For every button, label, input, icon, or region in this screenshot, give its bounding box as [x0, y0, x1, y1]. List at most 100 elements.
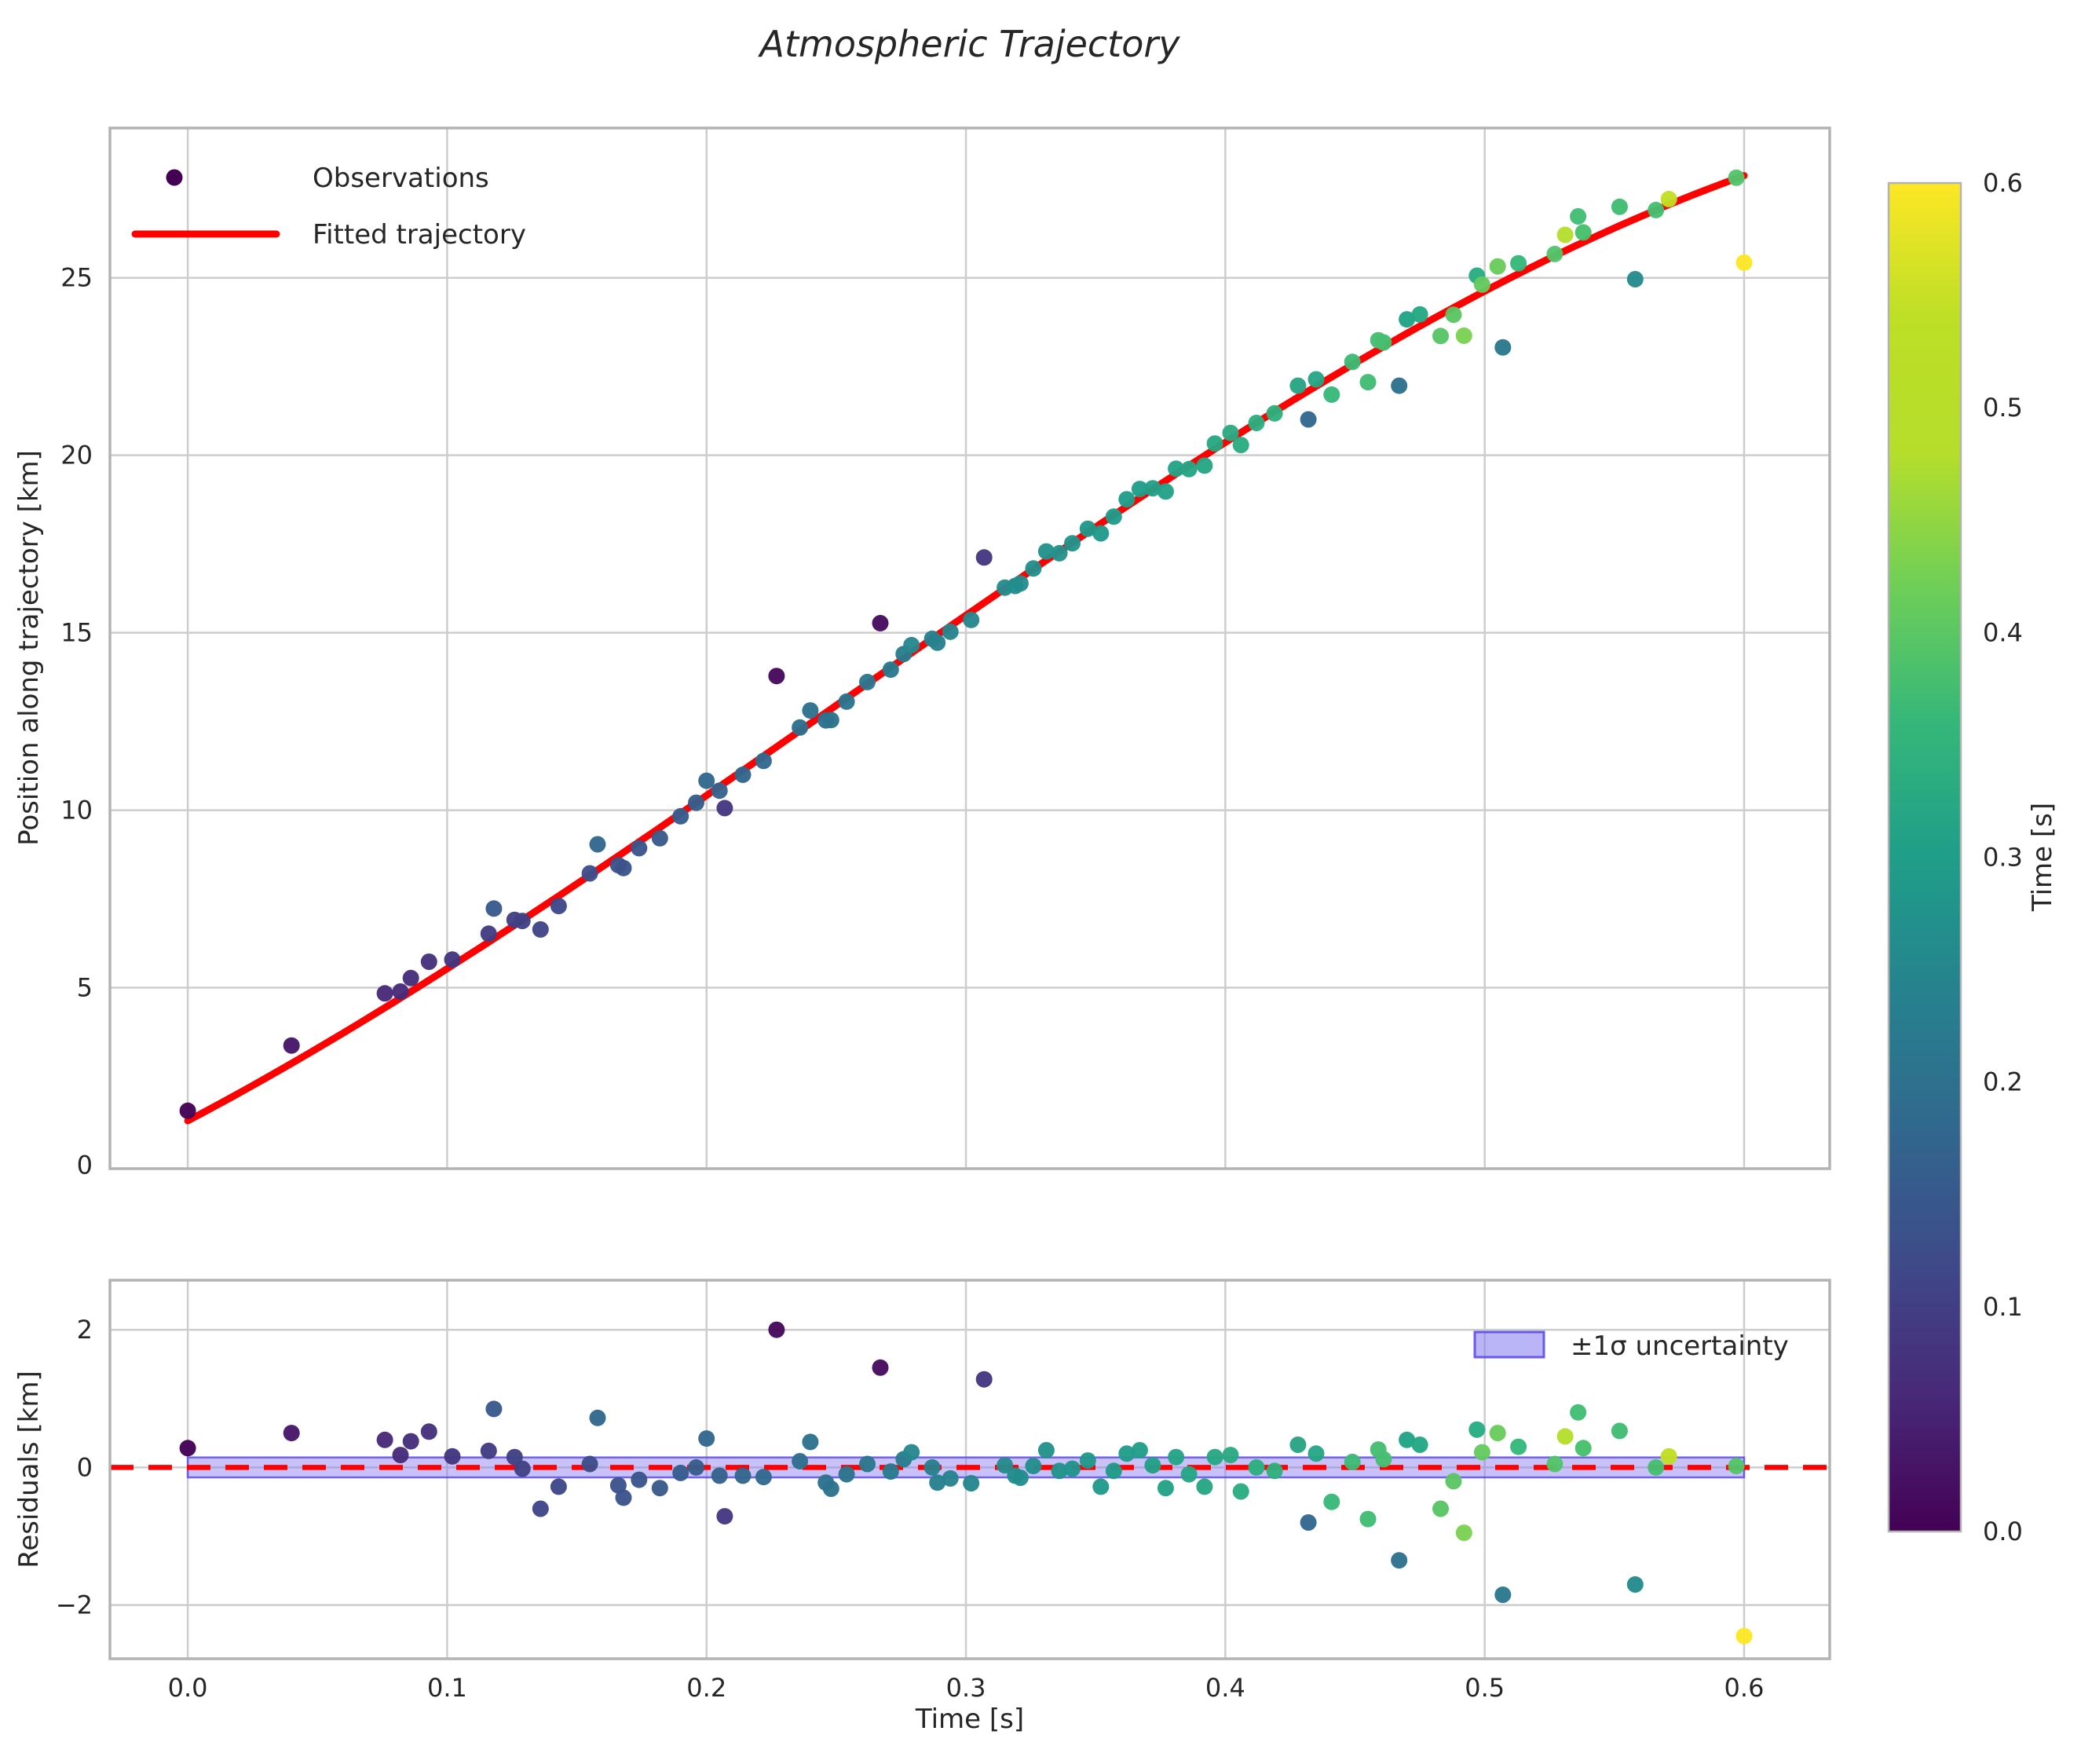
- residual-point: [1728, 1458, 1745, 1475]
- residual-point: [1391, 1552, 1408, 1569]
- observation-point: [179, 1102, 196, 1119]
- residual-point: [550, 1478, 567, 1495]
- observation-point: [420, 953, 437, 970]
- observation-point: [1391, 377, 1408, 394]
- residual-point: [1432, 1500, 1449, 1517]
- colorbar-tick-label: 0.3: [1983, 843, 2023, 873]
- observation-point: [392, 983, 409, 1000]
- observation-point: [929, 634, 946, 651]
- residual-point: [1494, 1587, 1512, 1603]
- residual-point: [1611, 1422, 1628, 1440]
- residual-point: [1180, 1466, 1198, 1483]
- residual-point: [1064, 1460, 1081, 1477]
- observation-point: [1092, 525, 1110, 542]
- residual-point: [444, 1447, 461, 1465]
- observation-point: [1131, 481, 1148, 498]
- residual-point: [1289, 1436, 1307, 1453]
- residual-point: [755, 1469, 772, 1486]
- observation-point: [1432, 328, 1449, 345]
- observation-point: [514, 913, 531, 930]
- observation-point: [1206, 435, 1223, 452]
- residual-point: [581, 1455, 598, 1473]
- residual-point: [1660, 1447, 1677, 1465]
- observation-point: [1660, 190, 1677, 207]
- observation-point: [1037, 543, 1055, 560]
- observation-point: [1494, 339, 1512, 356]
- residual-point: [929, 1474, 946, 1491]
- observation-point: [615, 859, 632, 877]
- colorbar: 0.0 0.1 0.2 0.3 0.4 0.5 0.6: [1887, 168, 2023, 1546]
- residual-point: [589, 1409, 606, 1426]
- observation-point: [802, 702, 819, 719]
- axes-frame: [108, 126, 1831, 1170]
- residual-point: [402, 1433, 419, 1450]
- main-y-tick-label: 10: [60, 796, 93, 825]
- main-legend: Observations Fitted trajectory: [131, 163, 526, 251]
- residual-point: [1248, 1458, 1265, 1476]
- residual-point: [1323, 1493, 1340, 1510]
- observation-point: [672, 807, 689, 825]
- observation-point: [1011, 575, 1029, 592]
- observation-point: [1064, 535, 1081, 552]
- residual-point: [485, 1400, 503, 1418]
- residual-point: [1051, 1462, 1068, 1480]
- residual-point: [698, 1430, 715, 1447]
- observation-point: [631, 840, 648, 857]
- residual-point: [975, 1371, 993, 1388]
- residual-point: [392, 1447, 409, 1464]
- colorbar-tick-label: 0.5: [1983, 393, 2023, 423]
- observation-point: [1728, 169, 1745, 186]
- observation-point: [1489, 258, 1506, 275]
- observation-point: [1248, 415, 1265, 431]
- x-tick-label: 0.0: [168, 1673, 208, 1703]
- residual-point: [1648, 1458, 1665, 1476]
- residual-point: [688, 1458, 704, 1476]
- residual-point: [802, 1433, 819, 1451]
- residual-point: [1570, 1404, 1587, 1421]
- residual-point: [631, 1471, 648, 1488]
- observation-point: [550, 898, 567, 915]
- observation-point: [711, 782, 728, 800]
- residual-point: [1556, 1428, 1574, 1445]
- residual-point: [609, 1477, 627, 1494]
- residual-point: [1131, 1442, 1148, 1458]
- legend-uncertainty-patch: [1473, 1330, 1545, 1359]
- observation-point: [1289, 377, 1307, 394]
- residual-point: [179, 1440, 196, 1457]
- residual-point: [734, 1467, 752, 1484]
- observation-point: [1266, 404, 1283, 422]
- observation-point: [1626, 271, 1644, 287]
- observation-point: [975, 549, 993, 566]
- residual-point: [1411, 1436, 1428, 1453]
- observation-point: [402, 969, 419, 986]
- observation-point: [963, 611, 980, 628]
- residual-point: [1546, 1455, 1563, 1473]
- residual-point: [716, 1508, 733, 1525]
- residual-point: [1025, 1458, 1042, 1475]
- residual-point: [942, 1469, 959, 1487]
- observation-point: [1157, 483, 1174, 500]
- observation-point: [1556, 226, 1574, 243]
- observation-point: [1105, 508, 1122, 525]
- residual-point: [792, 1453, 809, 1469]
- residual-plot-layers: [110, 1456, 1830, 1479]
- residual-point: [859, 1455, 876, 1473]
- axes-frame: [108, 1279, 1831, 1660]
- observation-point: [1510, 254, 1527, 272]
- residual-point: [997, 1457, 1014, 1474]
- observation-point: [859, 673, 876, 690]
- legend-observations-label: Observations: [313, 163, 489, 194]
- colorbar-tick-label: 0.6: [1983, 168, 2023, 198]
- observation-point: [1079, 520, 1096, 537]
- residual-point: [1445, 1473, 1462, 1490]
- figure-title: Atmospheric Trajectory: [758, 23, 1181, 65]
- x-tick-label: 0.1: [427, 1673, 467, 1703]
- observation-point: [1473, 276, 1490, 293]
- residual-point: [903, 1444, 920, 1461]
- residual-point: [1489, 1425, 1506, 1442]
- observation-point: [1399, 311, 1416, 328]
- residual-point: [1300, 1514, 1317, 1531]
- observation-point: [1051, 544, 1068, 562]
- residual-point: [838, 1466, 855, 1483]
